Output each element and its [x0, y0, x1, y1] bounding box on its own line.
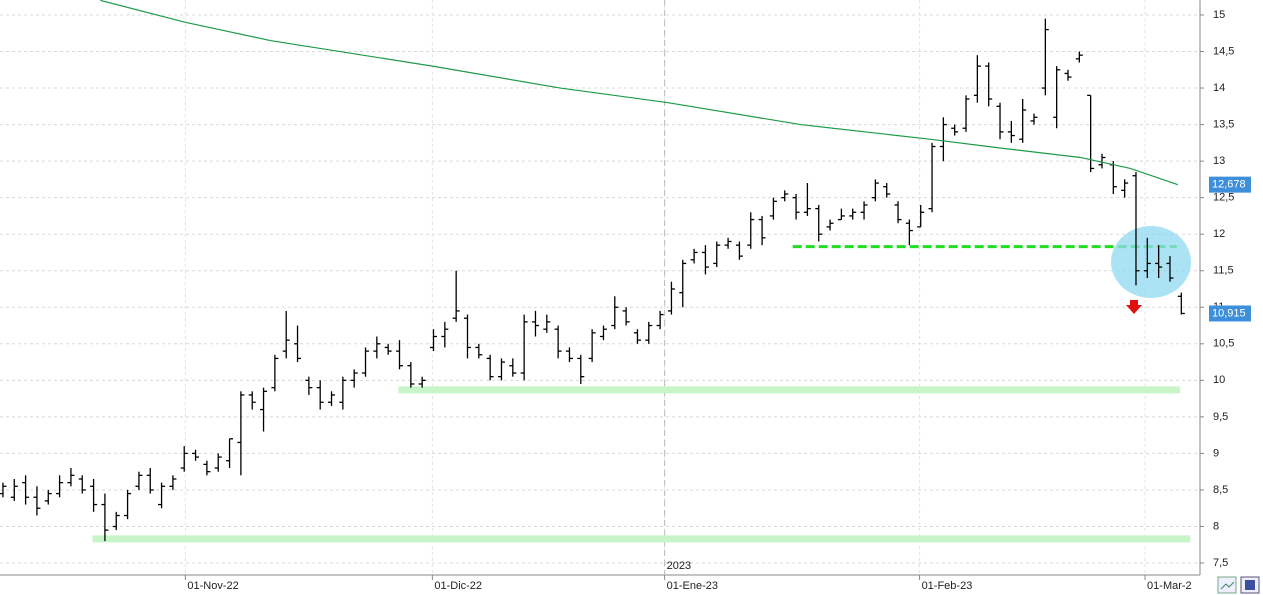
x-tick-label: 01-Feb-23 [922, 580, 973, 592]
y-tick-label: 12,5 [1213, 192, 1234, 204]
y-tick-label: 14 [1213, 82, 1225, 94]
save-icon [1245, 580, 1255, 590]
price-label: 10,915 [1212, 307, 1246, 319]
price-label: 12,678 [1212, 179, 1246, 191]
moving-average [100, 0, 1179, 186]
y-tick-label: 11,5 [1213, 265, 1234, 277]
x-tick-label: 01-Nov-22 [187, 580, 238, 592]
x-tick-label: 01-Dic-22 [434, 580, 482, 592]
down-arrow [1126, 300, 1142, 314]
y-tick-label: 9,5 [1213, 411, 1228, 423]
y-tick-label: 13,5 [1213, 118, 1234, 130]
y-tick-label: 15 [1213, 9, 1225, 21]
y-tick-label: 8,5 [1213, 484, 1228, 496]
x-tick-label: 01-Mar-2 [1147, 580, 1192, 592]
highlight-circle [1111, 226, 1191, 298]
zoom-icon [1220, 581, 1235, 590]
y-tick-label: 10,5 [1213, 338, 1234, 350]
x-tick-label: 01-Ene-23 [667, 580, 718, 592]
y-tick-label: 13 [1213, 155, 1225, 167]
y-tick-label: 10 [1213, 374, 1225, 386]
y-tick-label: 9 [1213, 447, 1219, 459]
y-tick-label: 14,5 [1213, 45, 1234, 57]
y-tick-label: 12 [1213, 228, 1225, 240]
y-tick-label: 7,5 [1213, 557, 1228, 569]
year-label: 2023 [667, 560, 691, 572]
price-label-box [1209, 305, 1251, 322]
price-label-box [1209, 176, 1251, 193]
y-tick-label: 8 [1213, 520, 1219, 532]
